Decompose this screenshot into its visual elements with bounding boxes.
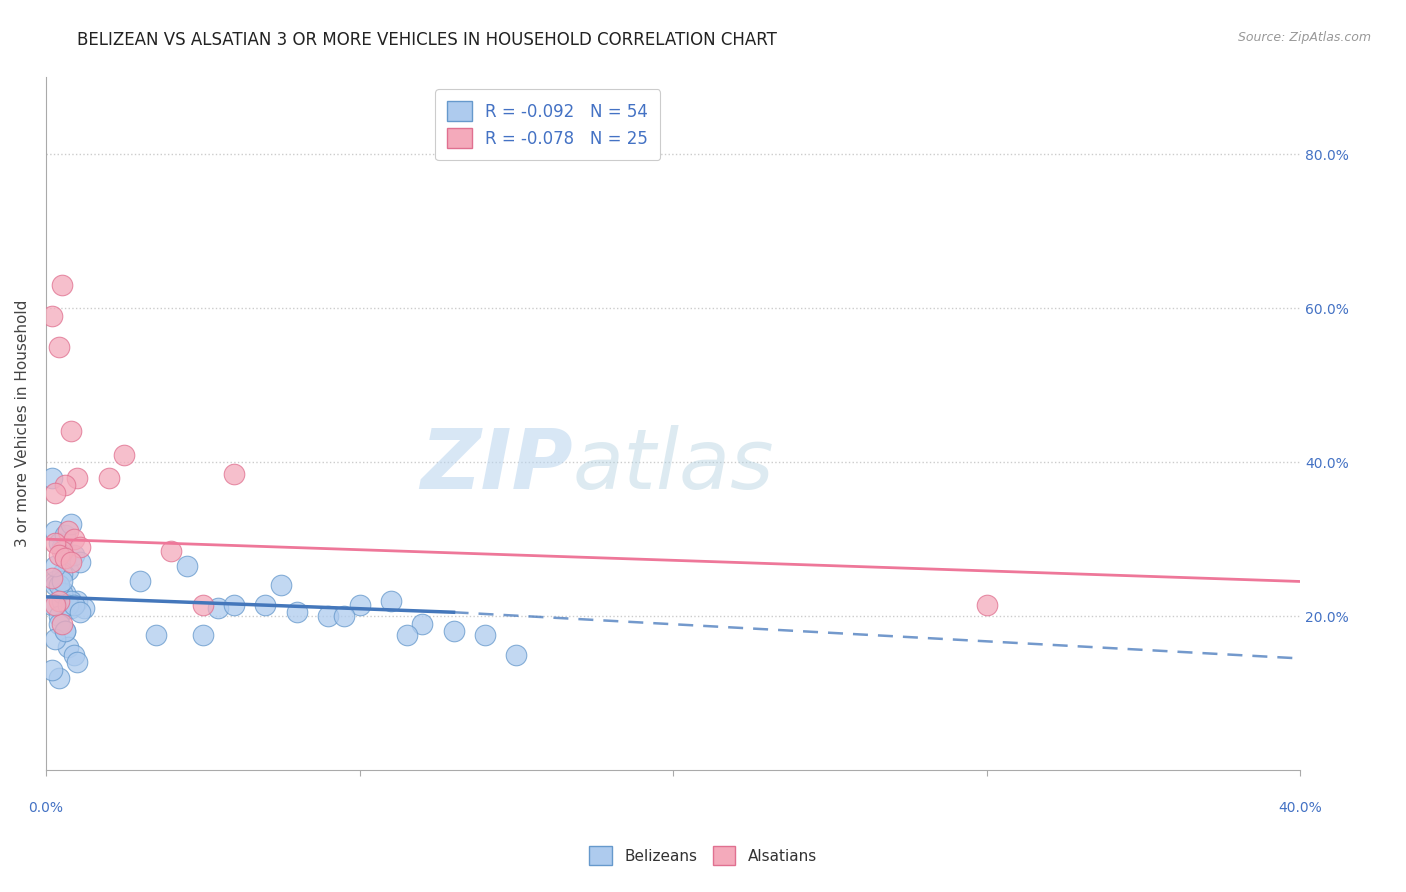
Point [316, 609, 339, 624]
Point [976, 598, 998, 612]
Point [60, 601, 83, 615]
Point [48, 340, 70, 354]
Point [112, 448, 135, 462]
Legend: R = -0.092   N = 54, R = -0.078   N = 25: R = -0.092 N = 54, R = -0.078 N = 25 [436, 89, 659, 160]
Point [270, 578, 292, 592]
Point [53, 624, 76, 639]
Point [97, 470, 120, 484]
Point [60, 593, 83, 607]
Point [66, 470, 89, 484]
Point [160, 543, 183, 558]
Point [69, 605, 91, 619]
Y-axis label: 3 or more Vehicles in Household: 3 or more Vehicles in Household [15, 300, 30, 548]
Point [333, 609, 356, 624]
Point [51, 593, 73, 607]
Point [41, 470, 63, 484]
Point [53, 528, 76, 542]
Point [44, 486, 66, 500]
Point [53, 551, 76, 566]
Point [41, 663, 63, 677]
Point [129, 574, 152, 589]
Point [443, 624, 465, 639]
Point [66, 655, 89, 669]
Point [48, 609, 70, 624]
Point [51, 543, 73, 558]
Point [349, 598, 371, 612]
Point [44, 559, 66, 574]
Point [56, 598, 79, 612]
Text: 0.0%: 0.0% [28, 800, 63, 814]
Point [63, 648, 86, 662]
Point [254, 598, 277, 612]
Point [191, 628, 214, 642]
Point [222, 467, 245, 481]
Point [48, 536, 70, 550]
Point [56, 563, 79, 577]
Point [56, 524, 79, 539]
Text: BELIZEAN VS ALSATIAN 3 OR MORE VEHICLES IN HOUSEHOLD CORRELATION CHART: BELIZEAN VS ALSATIAN 3 OR MORE VEHICLES … [77, 31, 778, 49]
Point [63, 532, 86, 546]
Point [69, 555, 91, 569]
Point [48, 671, 70, 685]
Point [48, 548, 70, 562]
Text: atlas: atlas [572, 425, 775, 506]
Text: ZIP: ZIP [420, 425, 572, 506]
Legend: Belizeans, Alsatians: Belizeans, Alsatians [583, 840, 823, 871]
Point [411, 616, 433, 631]
Point [72, 601, 94, 615]
Point [53, 586, 76, 600]
Point [285, 605, 308, 619]
Point [51, 574, 73, 589]
Point [51, 540, 73, 554]
Point [176, 559, 198, 574]
Point [44, 598, 66, 612]
Point [207, 601, 229, 615]
Point [51, 566, 73, 581]
Point [395, 628, 418, 642]
Point [48, 578, 70, 592]
Point [44, 536, 66, 550]
Point [51, 278, 73, 293]
Point [51, 586, 73, 600]
Point [60, 555, 83, 569]
Point [53, 624, 76, 639]
Point [48, 593, 70, 607]
Point [44, 524, 66, 539]
Point [44, 632, 66, 647]
Point [41, 571, 63, 585]
Point [63, 548, 86, 562]
Text: 40.0%: 40.0% [1278, 800, 1322, 814]
Point [191, 598, 214, 612]
Point [145, 628, 167, 642]
Point [51, 616, 73, 631]
Point [69, 540, 91, 554]
Point [53, 478, 76, 492]
Point [41, 598, 63, 612]
Point [41, 309, 63, 323]
Point [63, 598, 86, 612]
Point [60, 425, 83, 439]
Point [44, 574, 66, 589]
Point [66, 593, 89, 607]
Point [380, 593, 402, 607]
Point [60, 516, 83, 531]
Point [56, 640, 79, 654]
Point [474, 628, 496, 642]
Point [44, 578, 66, 592]
Point [222, 598, 245, 612]
Point [48, 616, 70, 631]
Point [505, 648, 527, 662]
Text: Source: ZipAtlas.com: Source: ZipAtlas.com [1237, 31, 1371, 45]
